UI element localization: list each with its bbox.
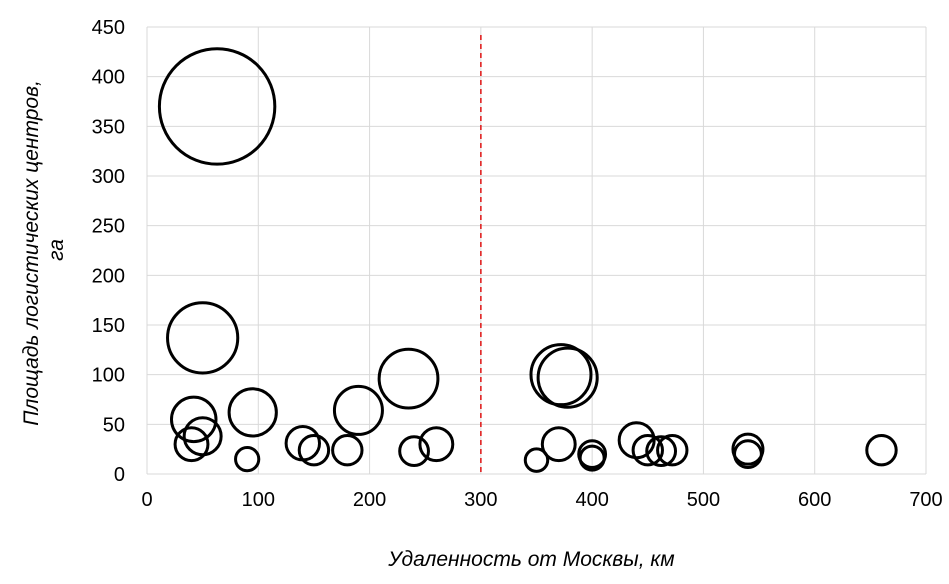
bubble-point	[331, 433, 364, 467]
grid	[146, 26, 927, 475]
x-tick-label: 400	[575, 489, 608, 511]
bubble-point	[733, 439, 763, 470]
y-tick-label: 150	[92, 315, 125, 337]
bubble-point	[540, 426, 577, 463]
bubble-point	[169, 395, 218, 444]
y-tick-label: 400	[92, 67, 125, 89]
bubble-point	[297, 433, 331, 467]
bubble-point	[731, 432, 765, 466]
x-tick-label: 600	[798, 489, 831, 511]
bubble-point	[645, 435, 678, 468]
y-tick-label: 350	[92, 116, 125, 138]
x-tick-label: 300	[464, 489, 497, 511]
bubble-point	[284, 425, 322, 462]
bubble-point	[398, 435, 430, 468]
bubble-point	[332, 384, 384, 436]
bubble-point	[182, 416, 223, 457]
y-axis-title-line-2: га	[45, 239, 68, 261]
bubble-point	[166, 301, 240, 375]
bubble-point	[656, 433, 689, 467]
y-tick-label: 250	[92, 216, 125, 238]
tick-labels: 0 50 100 150 200 250 300 350 400 450 0 100 200 300 400…	[92, 17, 943, 511]
x-tick-label: 100	[242, 489, 275, 511]
y-tick-label: 0	[114, 464, 125, 486]
bubble-point	[418, 426, 455, 463]
y-tick-label: 100	[92, 365, 125, 387]
y-tick-label: 450	[92, 17, 125, 39]
bubble-point	[529, 343, 593, 407]
y-tick-label: 300	[92, 166, 125, 188]
bubble-point	[173, 426, 210, 463]
bubble-point	[578, 444, 606, 472]
x-tick-label: 0	[141, 489, 152, 511]
bubble-point	[577, 439, 608, 470]
x-tick-label: 500	[687, 489, 720, 511]
x-tick-label: 200	[353, 489, 386, 511]
bubble-point	[865, 433, 898, 467]
bubble-point	[377, 347, 440, 410]
x-axis-title: Удаленность от Москвы, км	[387, 548, 674, 571]
bubble-point	[523, 447, 550, 473]
bubble-point	[631, 433, 664, 467]
y-tick-label: 50	[103, 414, 125, 436]
bubble-point	[157, 47, 277, 166]
bubble-series	[157, 47, 898, 473]
x-tick-label: 700	[909, 489, 942, 511]
bubble-point	[536, 346, 599, 409]
y-axis-title-line-1: Площадь логистических центров,	[20, 80, 43, 426]
bubble-point	[234, 445, 261, 473]
y-axis-title: Площадь логистических центров, га	[20, 74, 68, 425]
bubble-point	[227, 387, 278, 438]
y-tick-label: 200	[92, 265, 125, 287]
